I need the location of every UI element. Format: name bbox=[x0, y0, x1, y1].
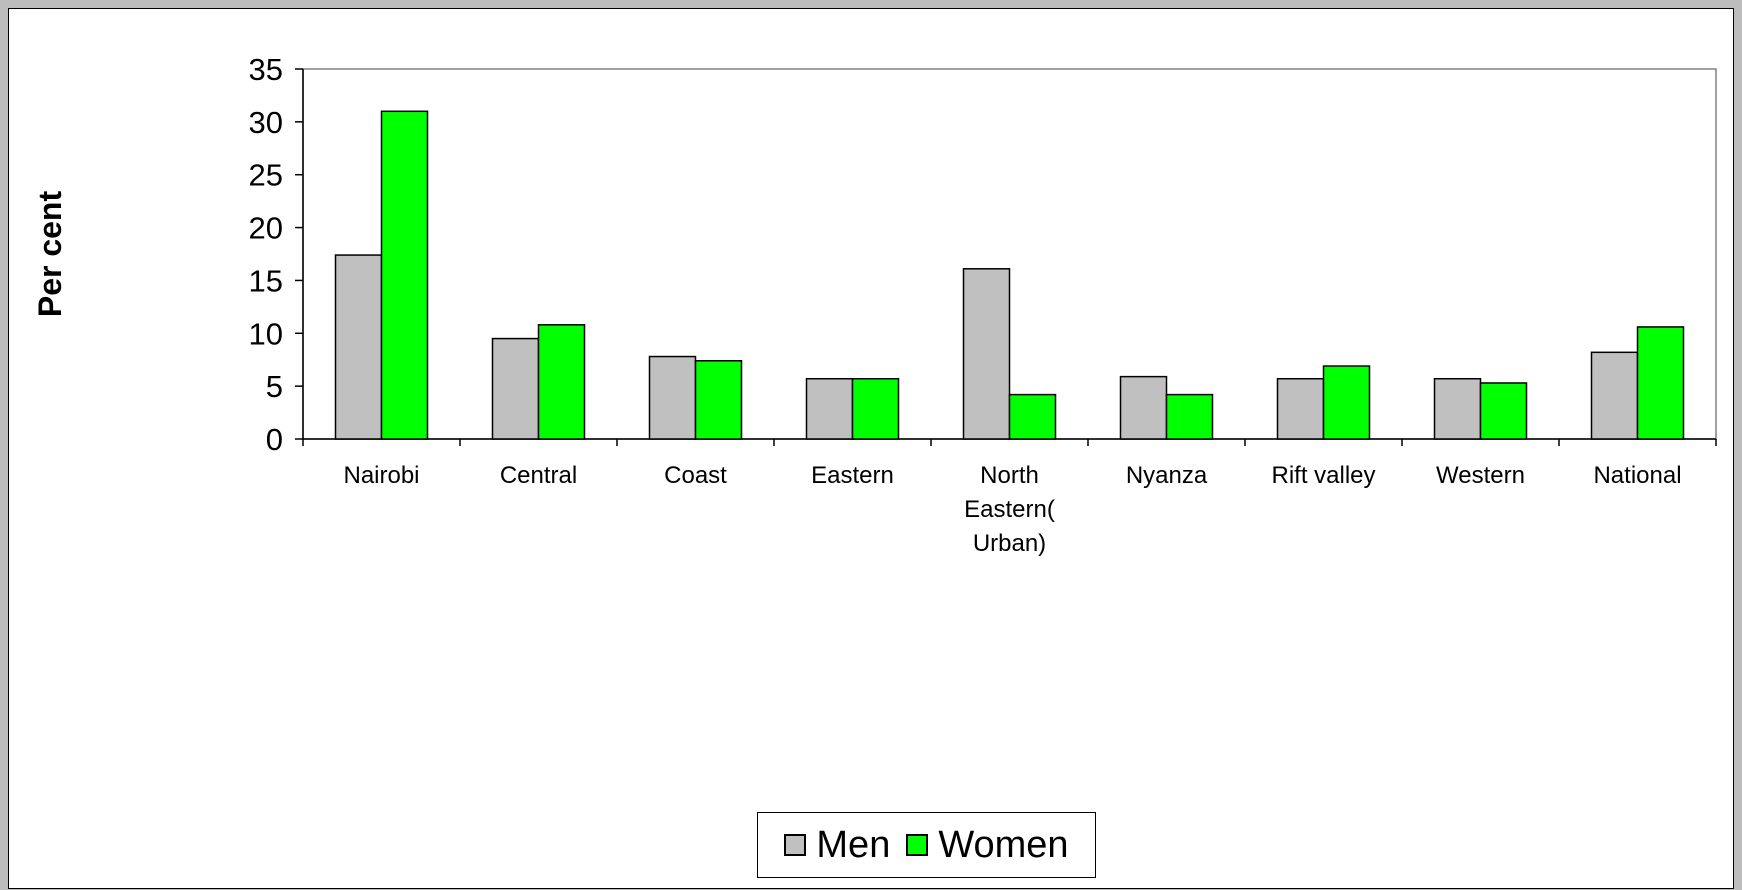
bar-men bbox=[491, 337, 540, 440]
bar-women bbox=[851, 377, 900, 440]
y-tick-label: 35 bbox=[249, 52, 283, 87]
bar-women bbox=[1636, 326, 1685, 440]
bar-women bbox=[537, 324, 586, 440]
y-tick-label: 0 bbox=[266, 422, 283, 457]
bar-men bbox=[648, 355, 697, 440]
x-tick-label-line: Eastern bbox=[811, 462, 894, 489]
legend-label-men: Men bbox=[816, 823, 891, 866]
x-tick-label-line: Nairobi bbox=[343, 462, 419, 489]
x-tick-label-line: Eastern( bbox=[964, 496, 1055, 523]
y-tick-label: 20 bbox=[249, 211, 283, 246]
bar-men bbox=[962, 268, 1011, 440]
legend-item-women: Women bbox=[906, 823, 1069, 867]
bar-men bbox=[1276, 377, 1325, 440]
x-tick-label: Rift valley bbox=[1271, 462, 1375, 489]
bar-women bbox=[1322, 365, 1371, 440]
y-tick-label: 15 bbox=[249, 263, 283, 298]
chart-frame: 0 5 10 15 20 25 30 35 Per cent Nairobi Central Coas… bbox=[8, 8, 1734, 889]
x-tick-label-line: Rift valley bbox=[1271, 462, 1375, 489]
bar-women bbox=[1479, 382, 1528, 440]
bar-men bbox=[334, 254, 383, 440]
y-axis-title: Per cent bbox=[32, 191, 68, 318]
bar-women bbox=[1008, 393, 1057, 440]
legend-item-men: Men bbox=[784, 824, 890, 867]
legend-label-women: Women bbox=[938, 823, 1069, 866]
x-tick-label-line: North bbox=[980, 462, 1039, 489]
x-tick-label-line: Central bbox=[500, 462, 577, 489]
bar-men bbox=[1433, 377, 1482, 440]
x-tick-label: National bbox=[1593, 462, 1681, 489]
x-tick-label: Coast bbox=[664, 462, 727, 489]
bar-women bbox=[380, 110, 429, 440]
y-tick-label: 25 bbox=[249, 158, 283, 193]
bar-women bbox=[694, 360, 743, 440]
y-tick-label: 5 bbox=[266, 369, 283, 404]
x-tick-label-line: Western bbox=[1436, 462, 1525, 489]
bar-chart: 0 5 10 15 20 25 30 35 Per cent Nairobi Central Coas… bbox=[32, 52, 1717, 557]
x-tick-label-line: Nyanza bbox=[1126, 462, 1208, 489]
x-tick-label-line: Urban) bbox=[973, 530, 1046, 557]
y-tick-label: 10 bbox=[249, 316, 283, 351]
x-tick-label-line: Coast bbox=[664, 462, 727, 489]
x-tick-label: North Eastern( Urban) bbox=[964, 462, 1055, 557]
legend-swatch-men bbox=[784, 834, 807, 856]
x-tick-label: Eastern bbox=[811, 462, 894, 489]
bar-men bbox=[805, 377, 854, 440]
legend-swatch-women bbox=[906, 834, 929, 856]
bar-women bbox=[1165, 393, 1214, 440]
bar-men bbox=[1119, 375, 1168, 440]
x-tick-label: Nairobi bbox=[343, 462, 419, 489]
bar-men bbox=[1590, 351, 1639, 440]
chart-legend: Men Women bbox=[757, 812, 1096, 878]
x-tick-label-line: National bbox=[1593, 462, 1681, 489]
x-tick-label: Central bbox=[500, 462, 577, 489]
x-tick-label: Nyanza bbox=[1126, 462, 1208, 489]
x-tick-label: Western bbox=[1436, 462, 1525, 489]
y-tick-label: 30 bbox=[249, 105, 283, 140]
